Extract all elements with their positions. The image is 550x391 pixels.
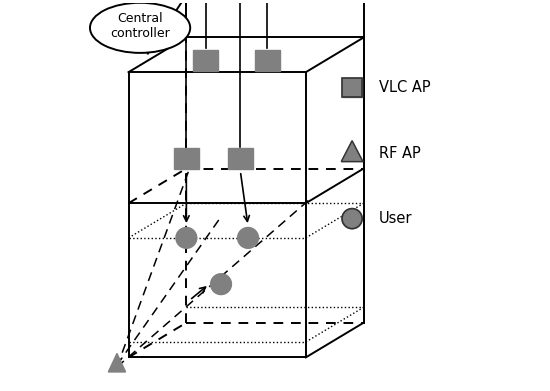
Text: Central
controller: Central controller xyxy=(110,12,170,40)
Text: VLC AP: VLC AP xyxy=(379,80,431,95)
Circle shape xyxy=(211,274,232,294)
Polygon shape xyxy=(108,353,125,372)
Bar xyxy=(343,78,362,97)
Ellipse shape xyxy=(90,3,190,53)
Bar xyxy=(343,78,362,97)
Circle shape xyxy=(342,209,362,229)
Bar xyxy=(255,50,279,71)
Polygon shape xyxy=(342,141,363,161)
Bar xyxy=(174,149,199,169)
Text: User: User xyxy=(379,211,412,226)
Circle shape xyxy=(238,228,258,248)
Bar xyxy=(193,50,218,71)
Text: RF AP: RF AP xyxy=(379,145,421,161)
Circle shape xyxy=(176,228,197,248)
Bar xyxy=(228,149,252,169)
